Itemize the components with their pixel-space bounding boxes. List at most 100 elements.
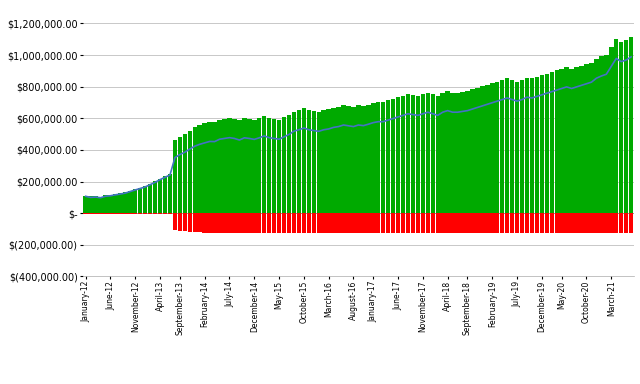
Bar (550, 72, 554, 213)
Bar (540, 213, 544, 233)
Bar (153, 213, 157, 214)
Bar (470, 89, 475, 213)
Bar (173, 213, 177, 230)
Bar (500, 80, 504, 213)
Bar (599, 213, 604, 233)
Bar (356, 213, 360, 233)
Bar (351, 107, 356, 213)
Bar (99, 197, 103, 213)
Bar (346, 213, 351, 233)
Bar (242, 118, 246, 213)
Bar (381, 102, 385, 213)
Bar (475, 213, 479, 233)
Bar (326, 213, 331, 233)
Bar (173, 141, 177, 213)
Bar (321, 213, 326, 233)
Bar (420, 94, 425, 213)
Bar (212, 122, 217, 213)
Bar (168, 174, 172, 213)
Bar (614, 39, 618, 213)
Bar (332, 108, 336, 213)
Bar (337, 107, 340, 213)
Bar (317, 213, 321, 233)
Bar (574, 67, 579, 213)
Bar (460, 213, 465, 233)
Bar (579, 66, 584, 213)
Bar (108, 195, 113, 213)
Bar (594, 213, 598, 233)
Bar (396, 213, 400, 233)
Bar (232, 119, 237, 213)
Bar (287, 213, 291, 233)
Bar (272, 119, 276, 213)
Bar (317, 112, 321, 213)
Bar (287, 115, 291, 213)
Bar (193, 127, 197, 213)
Bar (138, 213, 143, 214)
Bar (525, 78, 529, 213)
Bar (346, 106, 351, 213)
Bar (93, 196, 98, 213)
Bar (445, 91, 450, 213)
Bar (337, 213, 340, 233)
Bar (490, 83, 495, 213)
Bar (301, 213, 306, 233)
Bar (485, 85, 490, 213)
Bar (118, 213, 123, 214)
Bar (415, 213, 420, 233)
Bar (574, 213, 579, 233)
Bar (550, 213, 554, 233)
Bar (182, 134, 187, 213)
Bar (520, 213, 524, 233)
Bar (237, 213, 242, 233)
Bar (182, 213, 187, 232)
Bar (480, 213, 484, 233)
Bar (143, 213, 147, 214)
Bar (297, 213, 301, 233)
Bar (301, 108, 306, 213)
Bar (227, 213, 232, 233)
Bar (530, 78, 534, 213)
Bar (451, 93, 455, 213)
Bar (530, 213, 534, 233)
Bar (123, 213, 127, 214)
Bar (202, 213, 207, 233)
Bar (292, 213, 296, 233)
Bar (435, 213, 440, 233)
Bar (307, 213, 311, 233)
Bar (411, 95, 415, 213)
Bar (540, 75, 544, 213)
Bar (570, 213, 574, 233)
Bar (272, 213, 276, 233)
Bar (232, 213, 237, 233)
Bar (604, 55, 609, 213)
Bar (108, 213, 113, 214)
Bar (455, 93, 460, 213)
Bar (545, 74, 549, 213)
Bar (257, 213, 262, 233)
Bar (510, 213, 515, 233)
Bar (609, 213, 614, 233)
Bar (143, 186, 147, 213)
Bar (242, 213, 246, 233)
Bar (153, 182, 157, 213)
Bar (480, 86, 484, 213)
Bar (113, 194, 118, 213)
Bar (520, 80, 524, 213)
Bar (426, 93, 430, 213)
Bar (341, 105, 346, 213)
Bar (267, 118, 271, 213)
Bar (138, 188, 143, 213)
Bar (614, 213, 618, 233)
Bar (178, 137, 182, 213)
Bar (624, 213, 628, 233)
Bar (163, 213, 167, 214)
Bar (376, 213, 380, 233)
Bar (218, 120, 222, 213)
Bar (148, 184, 152, 213)
Bar (396, 97, 400, 213)
Bar (431, 213, 435, 233)
Bar (307, 110, 311, 213)
Bar (188, 213, 192, 232)
Bar (103, 195, 108, 213)
